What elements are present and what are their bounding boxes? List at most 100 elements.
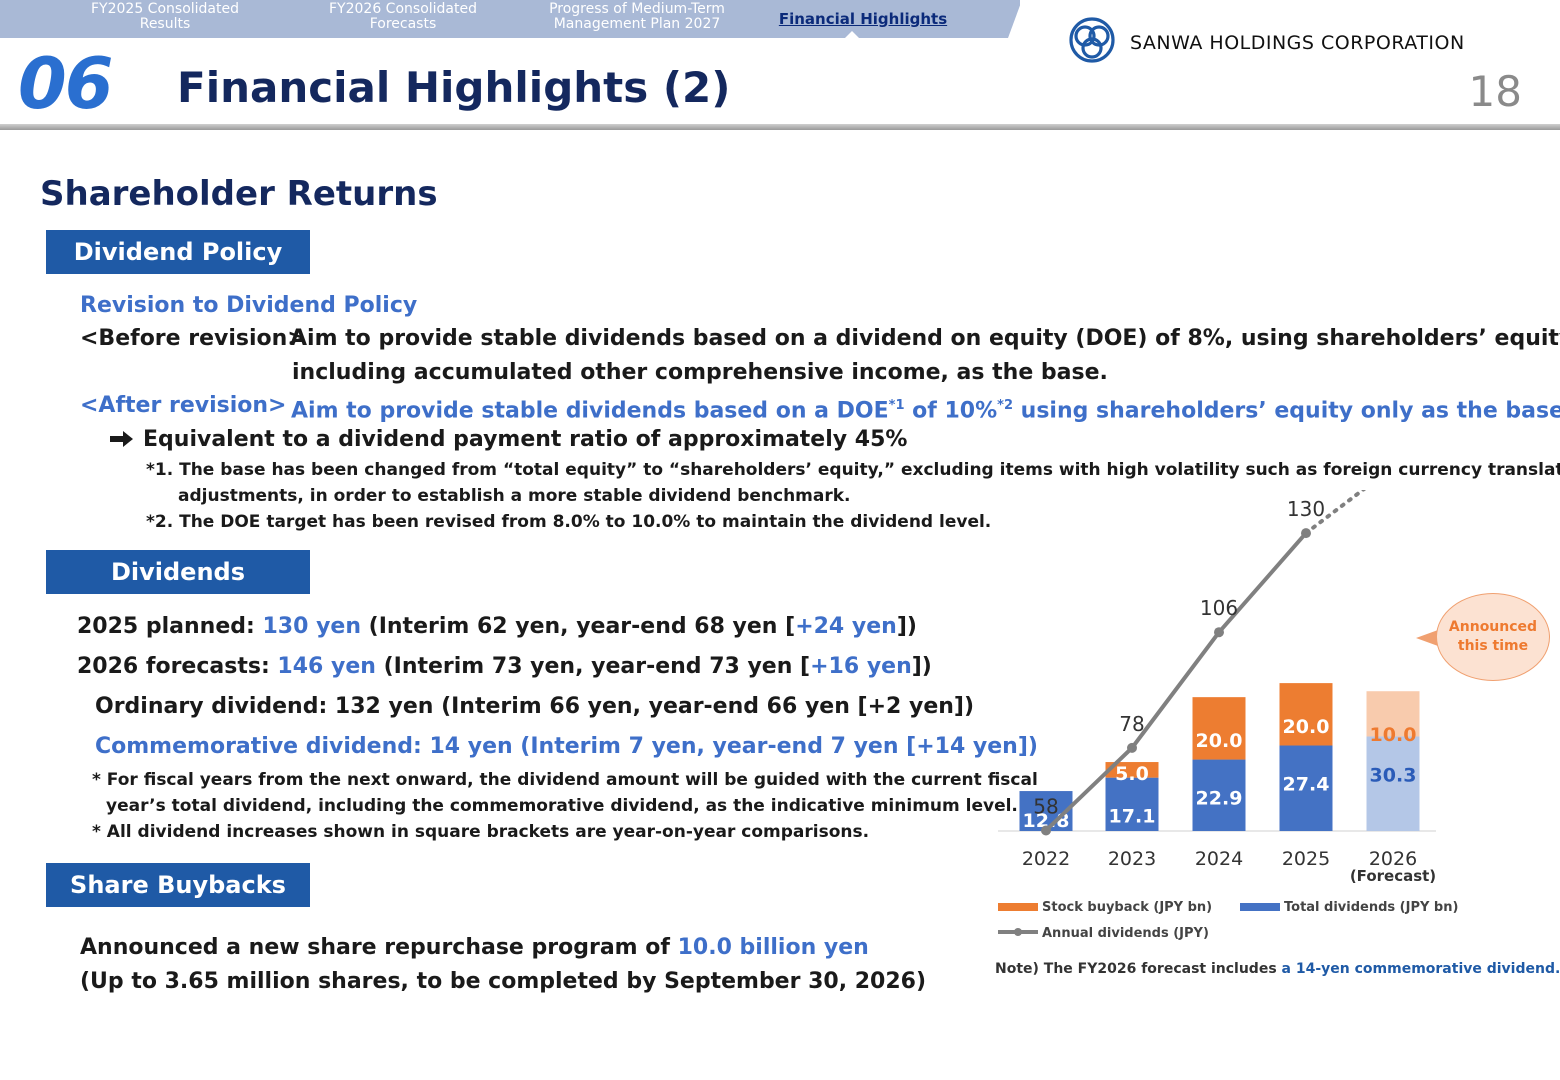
tab-label-line1: FY2026 Consolidated	[329, 1, 477, 17]
stock-buyback-bar	[1366, 691, 1420, 737]
total-dividends-label: 17.1	[1109, 806, 1156, 828]
tab-label-line2: Results	[139, 16, 191, 32]
dividends-note-3: * All dividend increases shown in square…	[92, 822, 870, 842]
sanwa-logo-icon	[1069, 17, 1115, 63]
x-tick-label: 2026	[1369, 848, 1417, 870]
stock-buyback-label: 10.0	[1370, 724, 1417, 746]
note-highlight: a 14-yen commemorative dividend.	[1281, 961, 1560, 977]
total-dividends-label: 22.9	[1196, 788, 1243, 810]
footnote-1-line1: *1. The base has been changed from “tota…	[146, 460, 1560, 480]
stock-buyback-label: 20.0	[1283, 716, 1330, 738]
text-highlight: 10.0 billion yen	[677, 935, 869, 960]
section-title: Shareholder Returns	[40, 174, 438, 214]
annual-dividends-point	[1041, 825, 1051, 836]
tab-label-line2: Management Plan 2027	[553, 16, 721, 32]
total-dividends-bar	[1366, 736, 1420, 831]
text-part: (Interim 73 yen, year-end 73 yen [	[375, 654, 811, 679]
annual-dividends-line	[1044, 531, 1308, 832]
commemorative-dividend: Commemorative dividend: 14 yen (Interim …	[95, 734, 1038, 759]
x-tick-label: 2025	[1282, 848, 1330, 870]
callout-line2: this time	[1457, 638, 1529, 654]
section-number: 06	[18, 43, 113, 125]
dividends-note-1: * For fiscal years from the next onward,…	[92, 770, 1038, 790]
after-text-b: of 10%	[904, 398, 998, 424]
shareholder-returns-chart: 12.8 2022 17.1 5.0 2023 22.9 20.0 2024 27.4 20.0 2…	[998, 490, 1458, 941]
page-number: 18	[1468, 67, 1522, 116]
callout-line1: Announced	[1448, 619, 1538, 635]
text-highlight: +24 yen	[795, 614, 897, 639]
tab-fy2025-results[interactable]: FY2025 Consolidated Results	[60, 2, 270, 36]
footnote-ref-1: *1	[888, 398, 905, 413]
x-tick-label: 2023	[1108, 848, 1156, 870]
annual-dividends-label: 106	[1200, 596, 1238, 620]
after-revision-tag: <After revision>	[80, 393, 287, 418]
buyback-line2: (Up to 3.65 million shares, to be comple…	[80, 969, 927, 994]
total-dividends-bar	[1192, 759, 1246, 831]
text-part: ])	[896, 614, 917, 639]
annual-dividends-label: 58	[1033, 794, 1058, 818]
legend-label-buyback: Stock buyback (JPY bn)	[1042, 900, 1212, 915]
text-part: 2025 planned:	[77, 614, 263, 639]
policy-heading: Revision to Dividend Policy	[80, 293, 418, 318]
legend-swatch-dividends	[1240, 903, 1280, 911]
total-dividends-label: 27.4	[1283, 774, 1330, 796]
before-revision-line1: Aim to provide stable dividends based on…	[290, 326, 1560, 351]
legend-swatch-marker	[1014, 928, 1022, 936]
footnote-ref-2: *2	[997, 398, 1014, 413]
buyback-line1: Announced a new share repurchase program…	[80, 931, 869, 964]
legend-label-annual: Annual dividends (JPY)	[1042, 926, 1209, 941]
stock-buyback-bar	[1105, 762, 1159, 778]
legend-swatch-buyback	[998, 903, 1038, 911]
page-title: Financial Highlights (2)	[177, 63, 731, 112]
arrow-right-icon	[110, 431, 133, 447]
dividends-label: Dividends	[46, 550, 310, 594]
text-highlight: +16 yen	[810, 654, 912, 679]
total-dividends-bar	[1105, 777, 1159, 831]
header-divider	[0, 124, 1560, 130]
tab-label-line1: FY2025 Consolidated	[91, 1, 239, 17]
dividend-policy-label: Dividend Policy	[46, 230, 310, 274]
dividend-2026-forecast: 2026 forecasts: 146 yen (Interim 73 yen,…	[77, 650, 932, 683]
tab-financial-highlights[interactable]: Financial Highlights	[778, 10, 948, 28]
tab-fy2026-forecasts[interactable]: FY2026 Consolidated Forecasts	[298, 2, 508, 36]
footnote-2: *2. The DOE target has been revised from…	[146, 512, 992, 532]
legend-label-dividends: Total dividends (JPY bn)	[1284, 900, 1458, 915]
announced-callout: Announced this time	[1436, 593, 1550, 681]
stock-buyback-bar	[1279, 683, 1333, 746]
stock-buyback-label: 5.0	[1115, 763, 1149, 785]
annual-dividends-label: 130	[1287, 497, 1325, 521]
annual-dividends-point	[1301, 528, 1311, 539]
text-highlight: 146 yen	[277, 654, 376, 679]
callout-pointer	[1416, 630, 1438, 646]
total-dividends-label: 30.3	[1370, 764, 1417, 786]
text-highlight: 130 yen	[262, 614, 361, 639]
x-tick-sublabel: (Forecast)	[1350, 867, 1436, 885]
total-dividends-bar	[1279, 745, 1333, 831]
stock-buyback-bar	[1192, 697, 1246, 760]
annual-dividends-label: 78	[1119, 712, 1144, 736]
dividends-note-2: year’s total dividend, including the com…	[106, 796, 1018, 816]
share-buybacks-label: Share Buybacks	[46, 863, 310, 907]
footnote-1-line2: adjustments, in order to establish a mor…	[178, 486, 851, 506]
note-text: Note) The FY2026 forecast includes	[995, 961, 1282, 977]
annual-dividends-point	[1127, 742, 1137, 753]
tab-label-line1: Progress of Medium-Term	[549, 1, 725, 17]
ordinary-dividend: Ordinary dividend: 132 yen (Interim 66 y…	[95, 694, 975, 719]
dividend-2025-planned: 2025 planned: 130 yen (Interim 62 yen, y…	[77, 610, 917, 643]
active-tab-indicator	[845, 31, 859, 38]
tab-medium-term-plan[interactable]: Progress of Medium-Term Management Plan …	[520, 2, 754, 36]
before-revision-tag: <Before revision>	[80, 326, 306, 351]
after-text-a: Aim to provide stable dividends based on…	[291, 398, 889, 424]
stock-buyback-label: 20.0	[1196, 730, 1243, 752]
text-part: Announced a new share repurchase program…	[80, 935, 678, 960]
x-tick-label: 2024	[1195, 848, 1243, 870]
chart-note: Note) The FY2026 forecast includes a 14-…	[995, 958, 1560, 980]
company-name: SANWA HOLDINGS CORPORATION	[1130, 32, 1465, 54]
text-part: ])	[911, 654, 932, 679]
before-revision-line2: including accumulated other comprehensiv…	[292, 360, 1108, 385]
after-revision-text: Aim to provide stable dividends based on…	[291, 389, 1560, 427]
after-text-c: using shareholders’ equity only as the b…	[1013, 398, 1560, 424]
total-dividends-label: 12.8	[1023, 810, 1070, 832]
tab-label-line2: Forecasts	[369, 16, 437, 32]
x-tick-label: 2022	[1022, 848, 1070, 870]
